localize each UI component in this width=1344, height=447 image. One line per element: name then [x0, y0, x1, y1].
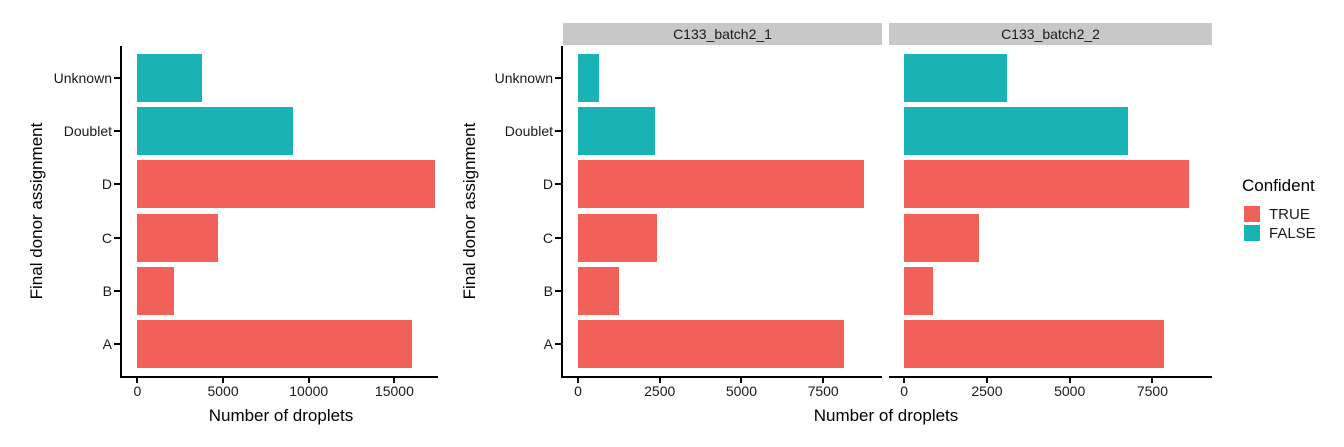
facet-strip: C133_batch2_2 — [889, 23, 1212, 45]
bar-overall-b — [137, 266, 174, 315]
facet-strip: C133_batch2_1 — [563, 23, 882, 45]
bar-facet2-a — [904, 320, 1164, 368]
bar-overall-doublet — [137, 107, 294, 156]
overall-x-axis-title: Number of droplets — [208, 406, 354, 425]
x-tick-label: 0 — [900, 383, 909, 399]
bar-facet2-c — [904, 213, 980, 262]
legend-item-label: TRUE — [1269, 205, 1310, 223]
x-tick-mark — [393, 378, 396, 383]
y-tick-mark — [114, 343, 120, 346]
bar-facet2-d — [904, 160, 1189, 209]
x-tick-mark — [903, 378, 906, 383]
y-tick-label: C — [101, 229, 112, 246]
y-tick-mark — [114, 289, 120, 292]
bar-overall-c — [137, 213, 218, 262]
y-tick-label: D — [101, 176, 112, 193]
legend: Confident TRUE FALSE — [1242, 176, 1316, 242]
x-tick-mark — [136, 378, 139, 383]
x-tick-label: 0 — [574, 383, 582, 399]
y-tick-mark — [555, 236, 561, 239]
y-tick-label: Unknown — [53, 69, 112, 86]
y-tick-label: A — [102, 336, 112, 353]
facet-strip-label: C133_batch2_1 — [673, 26, 772, 42]
y-tick-label: Doublet — [504, 123, 553, 140]
y-tick-label: B — [543, 282, 553, 299]
overall-y-axis-line — [120, 46, 122, 378]
x-tick-mark — [307, 378, 310, 383]
bar-overall-unknown — [137, 53, 202, 102]
facet1-x-axis-line — [561, 376, 882, 378]
y-tick-mark — [555, 289, 561, 292]
legend-title: Confident — [1242, 176, 1315, 195]
facet-y-axis-line — [561, 46, 563, 378]
facet2-x-axis-line — [889, 376, 1212, 378]
bar-facet1-c — [578, 213, 658, 262]
x-tick-mark — [222, 378, 225, 383]
x-tick-label: 2500 — [644, 383, 676, 399]
bar-facet1-doublet — [578, 107, 655, 156]
bar-facet1-unknown — [578, 53, 600, 102]
y-tick-mark — [555, 130, 561, 133]
x-tick-label: 0 — [133, 383, 142, 399]
y-tick-label: Doublet — [63, 123, 112, 140]
legend-item-label: FALSE — [1269, 224, 1316, 242]
bar-facet1-b — [578, 266, 620, 315]
bar-facet2-doublet — [904, 107, 1128, 156]
bar-facet1-d — [578, 160, 865, 209]
overall-panel — [122, 46, 438, 376]
facet2-panel — [889, 46, 1212, 376]
y-tick-label: B — [102, 282, 112, 299]
facet-x-axis-title: Number of droplets — [813, 406, 959, 425]
facet1-panel — [563, 46, 882, 376]
x-tick-mark — [985, 378, 988, 383]
x-tick-mark — [658, 378, 661, 383]
x-tick-label: 15000 — [374, 383, 414, 399]
facet-y-axis-title: Final donor assignment — [460, 122, 479, 300]
x-tick-label: 10000 — [289, 383, 329, 399]
x-tick-label: 5000 — [1054, 383, 1086, 399]
y-tick-label: A — [543, 336, 553, 353]
x-tick-mark — [822, 378, 825, 383]
x-tick-label: 5000 — [725, 383, 758, 399]
x-tick-label: 7500 — [1136, 383, 1168, 399]
y-tick-label: C — [542, 229, 553, 246]
y-tick-mark — [555, 343, 561, 346]
bar-facet2-unknown — [904, 53, 1007, 102]
x-tick-label: 7500 — [807, 383, 839, 399]
y-tick-mark — [555, 76, 561, 79]
y-tick-label: D — [542, 176, 553, 193]
facet-strip-label: C133_batch2_2 — [1001, 26, 1100, 42]
legend-item: TRUE — [1244, 205, 1316, 223]
x-tick-mark — [740, 378, 743, 383]
y-tick-mark — [114, 236, 120, 239]
bar-facet1-a — [578, 320, 845, 368]
x-tick-mark — [1151, 378, 1154, 383]
x-tick-mark — [577, 378, 579, 383]
x-tick-label: 2500 — [971, 383, 1003, 399]
bar-facet2-b — [904, 266, 933, 315]
y-tick-mark — [114, 76, 120, 79]
legend-swatch-true — [1244, 206, 1260, 222]
bar-overall-a — [137, 320, 412, 368]
y-tick-mark — [114, 130, 120, 133]
legend-item: FALSE — [1244, 224, 1316, 242]
overall-x-axis-line — [120, 376, 438, 378]
y-tick-mark — [114, 183, 120, 186]
bar-overall-d — [137, 160, 435, 209]
x-tick-label: 5000 — [207, 383, 239, 399]
legend-swatch-false — [1244, 225, 1260, 241]
x-tick-mark — [1068, 378, 1071, 383]
y-tick-label: Unknown — [494, 69, 553, 86]
overall-y-axis-title: Final donor assignment — [27, 122, 46, 300]
y-tick-mark — [555, 183, 561, 186]
